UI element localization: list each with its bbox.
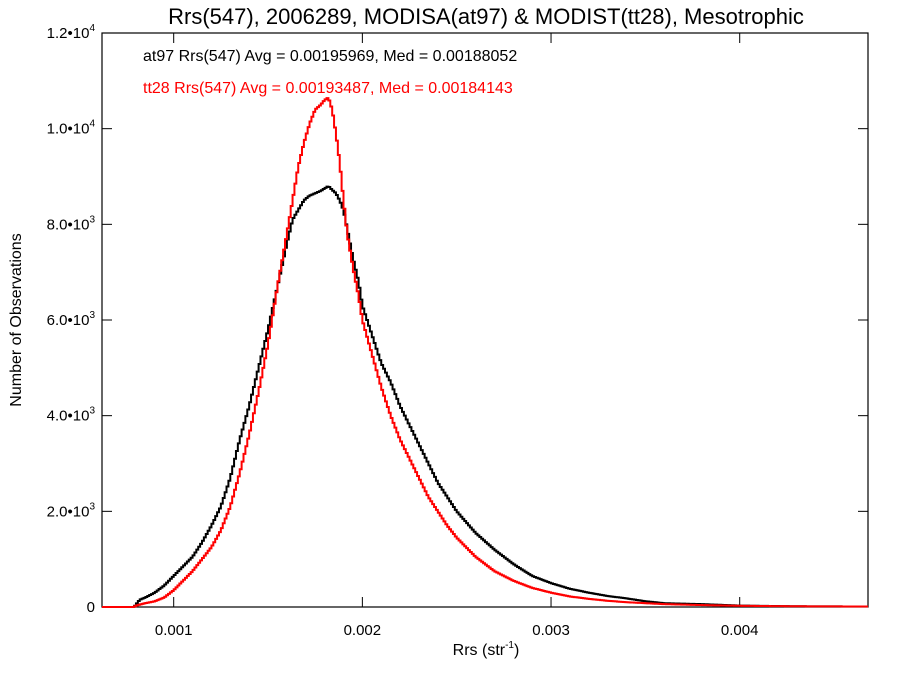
y-tick-label-exponent: 3: [89, 214, 95, 225]
annotation-at97: at97 Rrs(547) Avg = 0.00195969, Med = 0.…: [143, 48, 517, 65]
y-tick-label-mantissa: 8.0•10: [47, 216, 90, 233]
y-tick-label-mantissa: 2.0•10: [47, 503, 90, 520]
x-tick-label: 0.001: [155, 622, 193, 639]
y-tick-label-exponent: 3: [89, 501, 95, 512]
x-axis-label-main: Rrs (str: [453, 642, 506, 659]
y-ticks: 02.0•1034.0•1036.0•1038.0•1031.0•1041.2•…: [47, 23, 868, 616]
y-tick-label-exponent: 4: [89, 119, 95, 130]
y-tick-label-exponent: 4: [89, 23, 95, 34]
y-tick-label: 4.0•103: [47, 406, 96, 425]
x-axis-label-close: ): [514, 642, 519, 659]
x-axis-label-sup: -1: [505, 640, 514, 651]
x-tick-label: 0.002: [344, 622, 382, 639]
x-ticks: 0.001 0.002 0.003 0.004: [155, 33, 759, 639]
y-tick-label-mantissa: 1.2•10: [47, 25, 90, 42]
x-tick-label: 0.004: [721, 622, 759, 639]
y-tick-label-exponent: 3: [89, 310, 95, 321]
y-tick-label-mantissa: 6.0•10: [47, 312, 90, 329]
series-line-1: [102, 97, 868, 608]
plot-frame: [101, 32, 869, 608]
y-tick-label: 6.0•103: [47, 310, 96, 329]
series-lines: [102, 97, 868, 608]
y-tick-label: 8.0•103: [47, 214, 96, 233]
y-tick-label-mantissa: 4.0•10: [47, 408, 90, 425]
y-tick-label: 2.0•103: [47, 501, 96, 520]
y-tick-label: 1.0•104: [47, 119, 96, 138]
series-line-0: [102, 185, 868, 608]
y-tick-label-mantissa: 1.0•10: [47, 121, 90, 138]
annotation-tt28: tt28 Rrs(547) Avg = 0.00193487, Med = 0.…: [143, 80, 513, 97]
chart-title: Rrs(547), 2006289, MODISA(at97) & MODIST…: [168, 4, 804, 29]
y-tick-label: 0: [87, 599, 95, 616]
x-tick-label: 0.003: [532, 622, 570, 639]
y-tick-label-mantissa: 0: [87, 599, 95, 616]
y-axis-label: Number of Observations: [8, 233, 25, 406]
x-axis-label: Rrs (str-1): [453, 640, 520, 659]
y-tick-label-exponent: 3: [89, 406, 95, 417]
y-tick-label: 1.2•104: [47, 23, 96, 42]
